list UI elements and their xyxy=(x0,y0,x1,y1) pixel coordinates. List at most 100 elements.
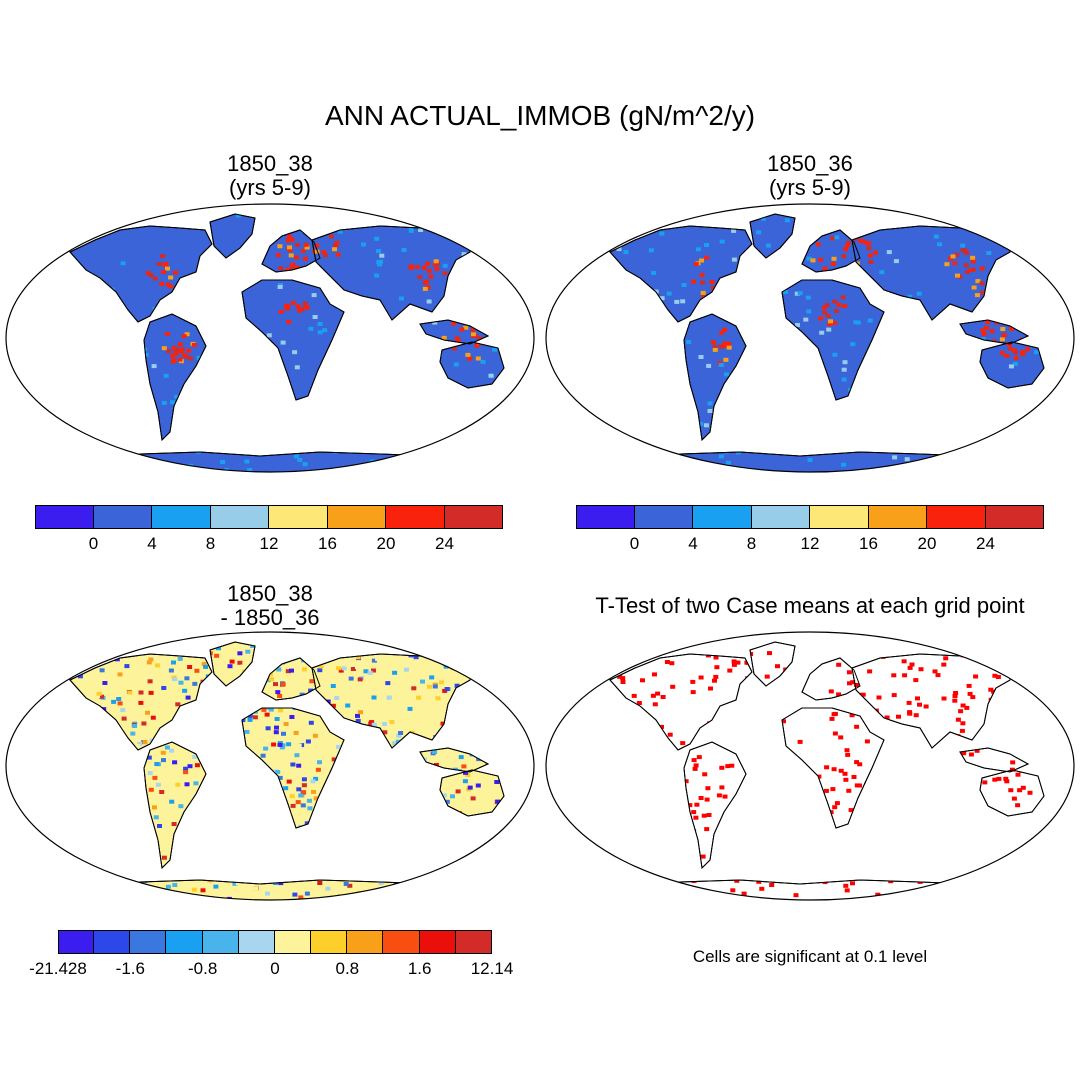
grid-cell xyxy=(836,692,842,697)
grid-cell xyxy=(421,265,427,270)
grid-cell xyxy=(846,670,852,675)
grid-cell xyxy=(953,691,959,695)
grid-cell xyxy=(478,249,484,254)
grid-cell xyxy=(408,265,414,270)
grid-cell xyxy=(285,669,291,674)
grid-cell xyxy=(350,667,356,671)
grid-cell xyxy=(297,308,303,313)
grid-cell xyxy=(902,673,908,678)
grid-cell xyxy=(627,449,633,454)
grid-cell xyxy=(396,733,402,738)
grid-cell xyxy=(503,259,504,264)
grid-cell xyxy=(298,793,304,798)
grid-cell xyxy=(906,700,912,705)
coastline-namerica xyxy=(69,653,213,751)
grid-cell xyxy=(500,440,504,445)
grid-cell xyxy=(698,796,704,800)
grid-cell xyxy=(312,315,318,319)
grid-cell xyxy=(1008,364,1014,369)
grid-cell xyxy=(163,836,169,841)
grid-cell xyxy=(960,703,966,708)
grid-cell xyxy=(465,667,471,672)
grid-cell xyxy=(459,327,465,332)
grid-cell xyxy=(293,671,299,676)
grid-cell xyxy=(301,790,307,795)
grid-cell xyxy=(832,711,838,716)
grid-cell xyxy=(797,739,803,744)
colorbar-box xyxy=(35,505,94,529)
grid-cell xyxy=(718,454,724,459)
grid-cell xyxy=(178,680,184,685)
grid-cell xyxy=(290,262,296,267)
grid-cell xyxy=(836,302,842,307)
grid-cell xyxy=(854,760,860,765)
grid-cell xyxy=(652,702,658,707)
grid-cell xyxy=(404,887,410,892)
grid-cell xyxy=(127,690,133,695)
grid-cell xyxy=(286,742,292,747)
grid-cell xyxy=(1015,803,1021,808)
grid-cell xyxy=(968,468,974,472)
grid-cell xyxy=(905,902,910,906)
grid-cell xyxy=(405,881,411,885)
grid-cell xyxy=(640,651,646,656)
grid-cell xyxy=(973,464,978,469)
grid-cell xyxy=(698,355,704,359)
grid-cell xyxy=(277,775,283,780)
grid-cell xyxy=(626,662,632,667)
coastline-africa xyxy=(241,279,345,401)
colorbar-label: 1.6 xyxy=(407,959,432,978)
grid-cell xyxy=(683,779,689,784)
grid-cell xyxy=(275,770,281,774)
grid-cell xyxy=(867,253,873,258)
grid-cell xyxy=(794,291,800,296)
grid-cell xyxy=(171,660,176,665)
grid-cell xyxy=(454,336,460,341)
grid-cell xyxy=(308,720,314,725)
grid-cell xyxy=(269,677,274,682)
grid-cell xyxy=(235,214,241,218)
grid-cell xyxy=(306,798,312,803)
grid-cell xyxy=(213,884,219,889)
grid-cell xyxy=(828,689,834,694)
colorbar-box xyxy=(386,505,445,529)
grid-cell xyxy=(456,339,462,344)
grid-cell xyxy=(659,296,665,301)
colorbar-box xyxy=(419,930,456,954)
grid-cell xyxy=(472,897,478,900)
grid-cell xyxy=(1020,442,1026,447)
grid-cell xyxy=(201,771,207,776)
grid-cell xyxy=(96,691,102,696)
grid-cell xyxy=(389,720,395,725)
grid-cell xyxy=(850,342,856,347)
grid-cell xyxy=(1027,790,1033,795)
grid-cell xyxy=(170,359,176,364)
grid-cell xyxy=(843,883,849,888)
grid-cell xyxy=(332,247,337,252)
grid-cell xyxy=(289,668,294,673)
grid-cell xyxy=(411,644,417,648)
grid-cell xyxy=(250,902,255,906)
grid-cell xyxy=(709,280,715,284)
grid-cell xyxy=(1043,844,1044,849)
grid-cell xyxy=(137,741,143,746)
grid-cell xyxy=(451,896,457,900)
grid-cell xyxy=(706,363,712,368)
grid-cell xyxy=(614,453,620,458)
grid-cell xyxy=(303,256,308,261)
grid-cell xyxy=(985,458,991,462)
grid-cell xyxy=(475,356,481,361)
grid-cell xyxy=(156,262,162,266)
grid-cell xyxy=(283,722,289,726)
grid-cell xyxy=(980,337,986,342)
grid-cell xyxy=(182,688,188,693)
grid-cell xyxy=(191,343,197,347)
colorbar-label: 0 xyxy=(270,959,280,978)
colorbar-label: -1.6 xyxy=(115,959,145,978)
grid-cell xyxy=(275,690,281,695)
grid-cell xyxy=(831,767,837,772)
grid-cell xyxy=(726,341,732,346)
coastline-greenland xyxy=(749,641,796,687)
grid-cell xyxy=(108,890,114,894)
grid-cell xyxy=(1027,258,1033,262)
